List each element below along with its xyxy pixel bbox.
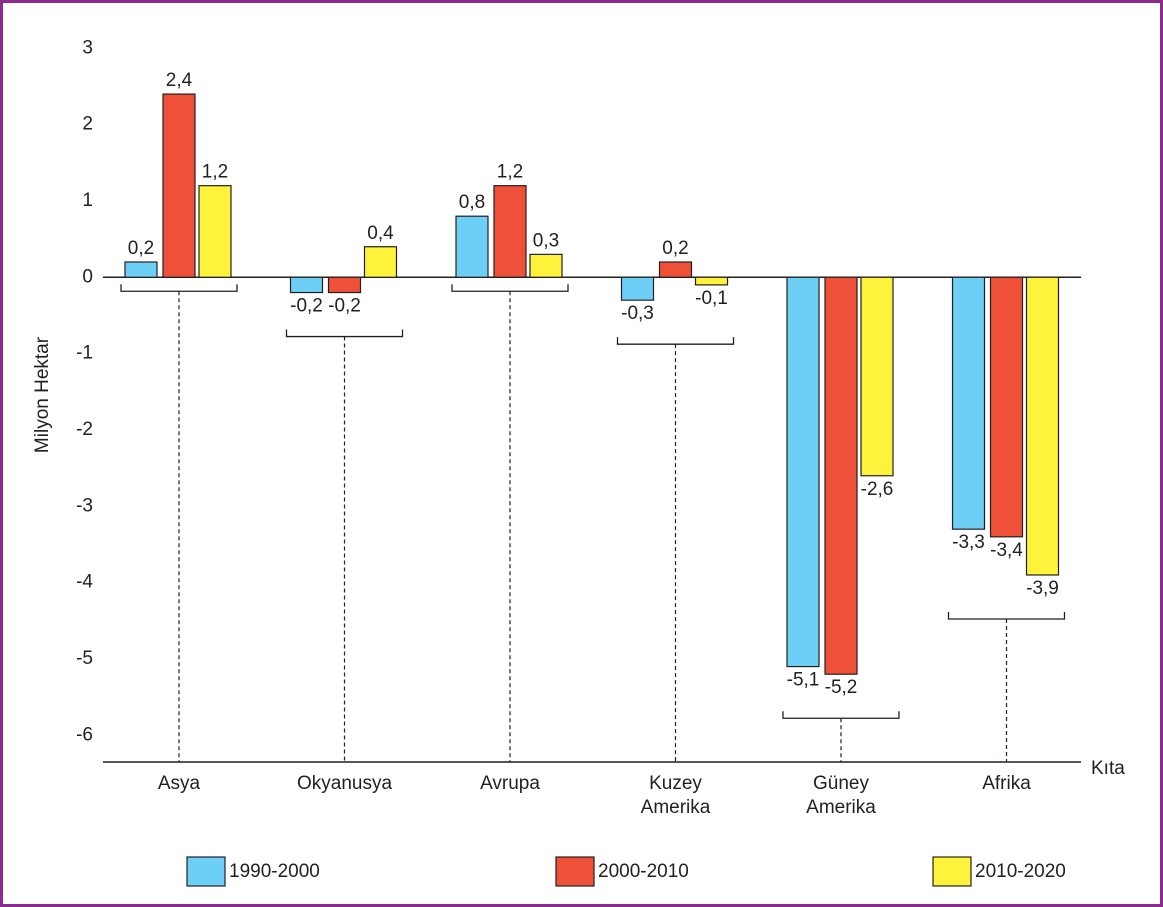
y-tick-label: -5 bbox=[76, 648, 93, 669]
bar bbox=[125, 262, 157, 277]
y-tick-label: 0 bbox=[82, 266, 93, 287]
x-tick-label: Avrupa bbox=[455, 772, 565, 796]
value-label: -5,1 bbox=[787, 670, 820, 691]
x-axis-label: Kıta bbox=[1091, 758, 1125, 779]
y-tick-label: 1 bbox=[82, 190, 93, 211]
bar bbox=[861, 277, 893, 475]
chart: Milyon Hektar Kıta 3 2 1 0 -1 -2 -3 -4 -5 -6 0,2 2,… bbox=[3, 3, 1160, 904]
legend-label: 2010-2020 bbox=[975, 861, 1066, 882]
chart-page: Milyon Hektar Kıta 3 2 1 0 -1 -2 -3 -4 -5 -6 0,2 2,… bbox=[0, 0, 1163, 907]
y-tick-label: 3 bbox=[82, 37, 93, 58]
legend-label: 2000-2010 bbox=[598, 861, 689, 882]
bar bbox=[696, 277, 728, 285]
x-tick-label: Asya bbox=[124, 772, 234, 796]
bracket bbox=[452, 284, 568, 291]
value-label: -3,9 bbox=[1026, 578, 1059, 599]
bar bbox=[329, 277, 361, 292]
bar bbox=[1027, 277, 1059, 575]
bar bbox=[787, 277, 819, 666]
value-label: 1,2 bbox=[202, 162, 228, 183]
value-label: 0,2 bbox=[662, 238, 688, 259]
value-label: -3,3 bbox=[952, 532, 985, 553]
x-tick-label: Kuzey Amerika bbox=[621, 772, 731, 820]
y-axis-label: Milyon Hektar bbox=[32, 336, 53, 453]
value-label: -2,6 bbox=[861, 479, 894, 500]
x-tick-label: Afrika bbox=[952, 772, 1062, 796]
bar bbox=[660, 262, 692, 277]
x-tick-label: Okyanusya bbox=[290, 772, 400, 796]
legend-label: 1990-2000 bbox=[229, 861, 320, 882]
legend-swatch bbox=[187, 857, 225, 886]
value-label: -3,4 bbox=[990, 540, 1023, 561]
bar bbox=[456, 216, 488, 277]
y-tick-label: -2 bbox=[76, 419, 93, 440]
bar bbox=[825, 277, 857, 674]
value-label: 0,4 bbox=[367, 223, 394, 244]
x-tick-label: Güney Amerika bbox=[786, 772, 896, 820]
value-label: 0,8 bbox=[459, 192, 485, 213]
bracket bbox=[287, 330, 403, 337]
legend-swatch bbox=[933, 857, 971, 886]
y-tick-label: -4 bbox=[76, 572, 93, 593]
bracket bbox=[121, 284, 237, 291]
value-label: 0,2 bbox=[128, 238, 154, 259]
bracket bbox=[949, 612, 1065, 619]
value-label: 1,2 bbox=[497, 162, 523, 183]
value-label: 0,3 bbox=[533, 230, 559, 251]
value-label: -0,1 bbox=[695, 288, 728, 309]
y-tick-label: -1 bbox=[76, 343, 93, 364]
y-tick-label: -3 bbox=[76, 495, 93, 516]
bar bbox=[163, 94, 195, 277]
bracket bbox=[783, 711, 899, 718]
value-label: -0,2 bbox=[328, 296, 361, 317]
y-tick-label: -6 bbox=[76, 724, 93, 745]
value-label: -5,2 bbox=[825, 677, 858, 698]
bar bbox=[199, 186, 231, 278]
bar bbox=[291, 277, 323, 292]
bar bbox=[494, 186, 526, 278]
bar bbox=[530, 254, 562, 277]
bar bbox=[622, 277, 654, 300]
value-label: -0,3 bbox=[621, 303, 654, 324]
value-label: 2,4 bbox=[166, 70, 193, 91]
bracket bbox=[618, 337, 734, 344]
bar bbox=[365, 247, 397, 278]
bar bbox=[953, 277, 985, 529]
bar bbox=[991, 277, 1023, 537]
legend-swatch bbox=[556, 857, 594, 886]
value-label: -0,2 bbox=[290, 296, 323, 317]
y-tick-label: 2 bbox=[82, 114, 93, 135]
